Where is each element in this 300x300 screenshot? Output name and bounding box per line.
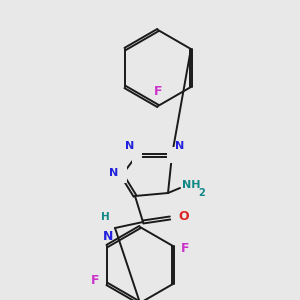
Text: NH: NH xyxy=(182,180,200,190)
Text: F: F xyxy=(91,274,99,287)
Text: O: O xyxy=(178,209,189,223)
Text: H: H xyxy=(101,212,110,222)
Text: F: F xyxy=(181,242,189,256)
Text: F: F xyxy=(154,85,162,98)
Text: N: N xyxy=(125,141,134,151)
Text: 2: 2 xyxy=(198,188,205,198)
Text: N: N xyxy=(103,230,113,243)
Text: N: N xyxy=(175,141,184,151)
Text: N: N xyxy=(109,168,118,178)
